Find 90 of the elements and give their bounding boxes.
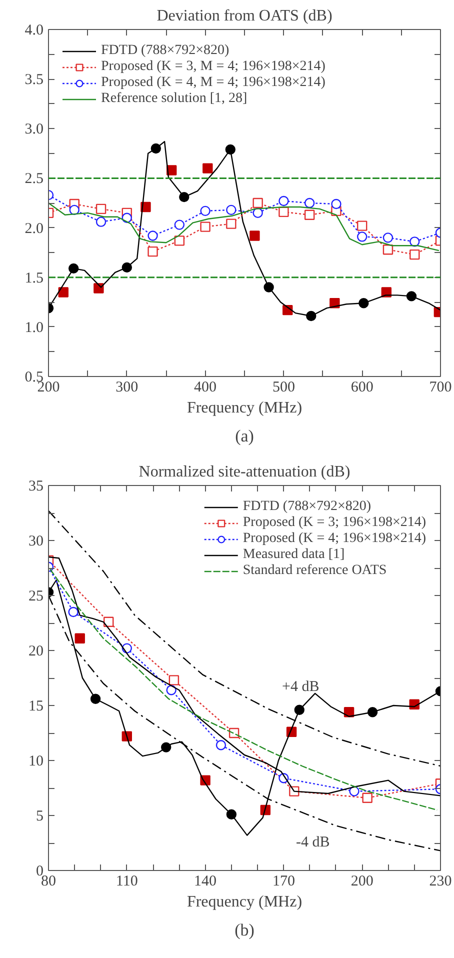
x-tick-label: 200 bbox=[350, 874, 374, 890]
text: (b) bbox=[234, 920, 254, 940]
point bbox=[225, 144, 236, 155]
point bbox=[294, 704, 304, 715]
legend-label: Proposed (K = 3; 196×198×214) bbox=[242, 515, 426, 531]
y-tick-label: 1.5 bbox=[24, 270, 44, 286]
point bbox=[148, 246, 158, 257]
point bbox=[252, 198, 263, 208]
x-tick-label: 600 bbox=[350, 380, 374, 396]
legend-label: Standard reference OATS bbox=[242, 563, 387, 579]
y-tick-label: 0 bbox=[36, 864, 44, 880]
point bbox=[226, 218, 236, 229]
point bbox=[69, 204, 80, 216]
point bbox=[362, 792, 372, 803]
point bbox=[68, 263, 79, 274]
point bbox=[202, 163, 213, 174]
y-tick-label: 25 bbox=[28, 588, 44, 604]
point bbox=[74, 633, 85, 644]
chart-title: Deviation from OATS (dB) bbox=[156, 8, 332, 24]
y-tick-label: 20 bbox=[28, 644, 44, 660]
chart-title: Normalized site-attenuation (dB) bbox=[138, 464, 350, 480]
x-tick-label: 230 bbox=[429, 874, 452, 890]
y-tick-label: 35 bbox=[28, 478, 44, 494]
point bbox=[382, 232, 394, 243]
y-tick-label: 30 bbox=[28, 534, 44, 550]
point bbox=[179, 192, 190, 202]
y-tick-label: 2.5 bbox=[24, 171, 44, 188]
annotation: +4 dB bbox=[282, 678, 320, 695]
point bbox=[358, 298, 369, 308]
point bbox=[150, 143, 162, 154]
point bbox=[264, 282, 274, 292]
legend-label: FDTD (788×792×820) bbox=[101, 43, 230, 59]
y-tick-label: 3.5 bbox=[24, 72, 44, 88]
point bbox=[252, 208, 263, 218]
point bbox=[200, 222, 210, 232]
x-axis-title: Frequency (MHz) bbox=[186, 400, 302, 416]
legend-label: FDTD (788×792×820) bbox=[242, 499, 372, 515]
point bbox=[410, 249, 420, 260]
point bbox=[278, 196, 289, 206]
point bbox=[104, 616, 114, 627]
x-tick-label: 80 bbox=[41, 874, 56, 890]
point bbox=[96, 216, 106, 227]
point bbox=[278, 206, 289, 218]
point bbox=[96, 204, 106, 214]
legend-label: Proposed (K = 4; 196×198×214) bbox=[242, 531, 426, 547]
point bbox=[306, 310, 316, 322]
point bbox=[304, 198, 315, 208]
point bbox=[331, 198, 342, 210]
point bbox=[382, 244, 394, 255]
point bbox=[367, 707, 378, 718]
y-tick-label: 10 bbox=[28, 754, 44, 770]
point bbox=[410, 236, 420, 247]
y-tick-label: 4.0 bbox=[24, 22, 44, 38]
x-tick-label: 700 bbox=[429, 380, 452, 396]
x-tick-label: 500 bbox=[272, 380, 295, 396]
point bbox=[174, 236, 185, 246]
point bbox=[90, 694, 101, 704]
x-tick-label: 140 bbox=[194, 874, 217, 890]
annotation: -4 dB bbox=[296, 834, 330, 851]
y-tick-label: 5 bbox=[36, 808, 44, 824]
point bbox=[304, 210, 315, 220]
point bbox=[226, 809, 237, 820]
x-tick-label: 400 bbox=[194, 380, 217, 396]
y-tick-label: 2.0 bbox=[24, 220, 44, 237]
x-tick-label: 300 bbox=[116, 380, 138, 396]
x-axis-title: Frequency (MHz) bbox=[186, 894, 302, 910]
x-tick-label: 170 bbox=[272, 874, 295, 890]
y-tick-label: 15 bbox=[28, 698, 44, 714]
legend-label: Measured data [1] bbox=[242, 547, 345, 563]
point bbox=[216, 740, 226, 750]
text: (a) bbox=[235, 426, 254, 446]
point bbox=[58, 287, 68, 298]
point bbox=[250, 230, 260, 241]
point bbox=[174, 220, 185, 230]
y-tick-label: 1.0 bbox=[24, 320, 44, 336]
point bbox=[226, 204, 236, 216]
point bbox=[168, 675, 180, 686]
point bbox=[200, 206, 210, 216]
point bbox=[148, 230, 158, 241]
y-tick-label: 3.0 bbox=[24, 122, 44, 138]
point bbox=[161, 742, 172, 752]
x-tick-label: 110 bbox=[116, 874, 138, 890]
point bbox=[406, 291, 417, 302]
legend-label: Proposed (K = 3, M = 4; 196×198×214) bbox=[101, 59, 326, 75]
point bbox=[357, 232, 368, 242]
legend-label: Reference solution [1, 28] bbox=[101, 91, 248, 107]
point bbox=[122, 262, 132, 273]
point bbox=[357, 220, 368, 231]
point bbox=[68, 606, 78, 618]
legend-label: Proposed (K = 4, M = 4; 196×198×214) bbox=[101, 75, 326, 91]
